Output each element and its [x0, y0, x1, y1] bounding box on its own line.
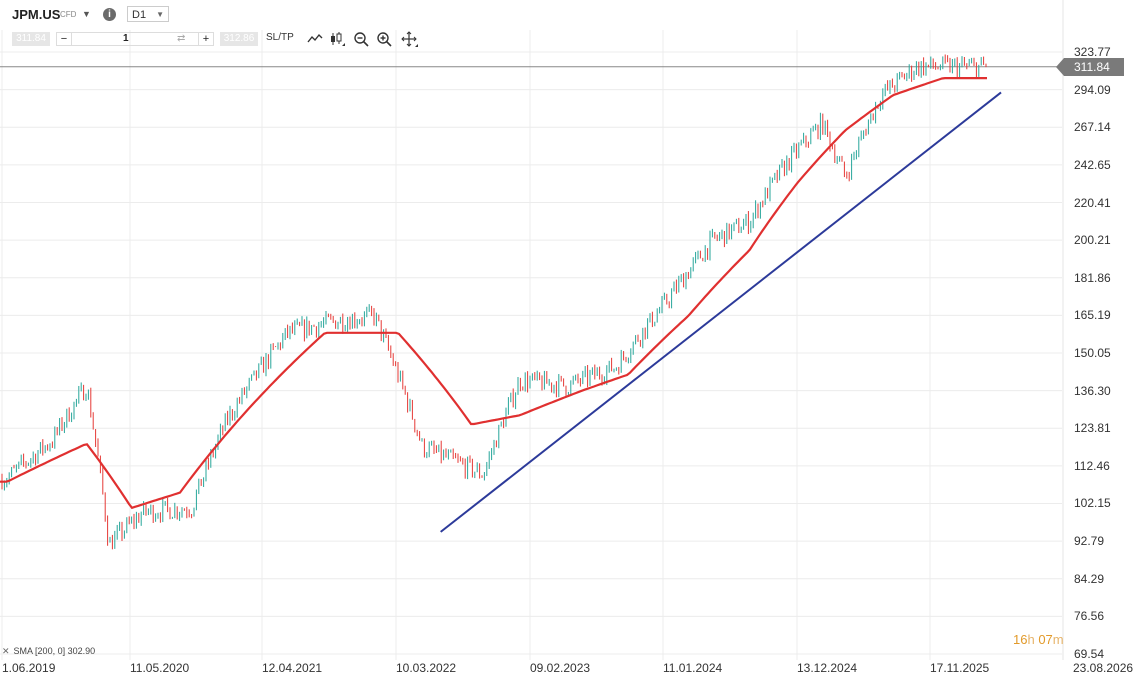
countdown-hours-unit: h	[1027, 632, 1035, 647]
symbol-dropdown-icon[interactable]: ▼	[82, 9, 91, 19]
price-tick-label: 102.15	[1074, 496, 1111, 511]
buy-price-button[interactable]: 312.86	[220, 32, 258, 46]
sltp-button[interactable]: SL/TP	[266, 32, 294, 43]
info-icon[interactable]: i	[103, 8, 116, 21]
sma-legend[interactable]: ✕ SMA [200, 0] 302.90	[2, 646, 95, 657]
swap-icon[interactable]: ⇄	[177, 33, 186, 44]
quantity-stepper[interactable]: − 1 ⇄ +	[56, 32, 214, 46]
countdown-hours: 16	[1013, 632, 1028, 647]
candles-layer	[1, 54, 987, 550]
price-tick-label: 123.81	[1074, 421, 1111, 436]
price-tick-label: 76.56	[1074, 609, 1105, 624]
minus-icon[interactable]: −	[57, 33, 72, 45]
close-icon[interactable]: ✕	[2, 646, 10, 656]
zoom-out-icon[interactable]	[352, 30, 370, 48]
sma-legend-label: SMA [200, 0] 302.90	[13, 646, 96, 656]
plus-icon[interactable]: +	[198, 33, 213, 45]
price-tick-label: 220.41	[1074, 195, 1111, 210]
price-tick-label: 92.79	[1074, 534, 1105, 549]
chart-grid	[0, 0, 1064, 660]
chevron-down-icon: ▼	[156, 10, 164, 19]
countdown-minutes-unit: m	[1052, 632, 1064, 647]
countdown-minutes: 07	[1038, 632, 1053, 647]
current-price-label: 311.84	[1056, 57, 1124, 76]
timeframe-value: D1	[132, 9, 147, 21]
price-tick-label: 181.86	[1074, 270, 1111, 285]
date-tick-label: 10.03.2022	[396, 661, 457, 675]
quantity-value[interactable]: 1	[123, 33, 129, 44]
price-tick-label: 294.09	[1074, 82, 1111, 97]
zoom-in-icon[interactable]	[375, 30, 393, 48]
price-tick-label: 267.14	[1074, 120, 1111, 135]
symbol-bar: JPM.US CFD ▼ i D1 ▼	[0, 0, 1060, 28]
instrument-type: CFD	[60, 10, 77, 19]
price-tick-label: 200.21	[1074, 233, 1111, 248]
crosshair-move-icon[interactable]	[400, 30, 418, 48]
trendline[interactable]	[440, 91, 1002, 533]
timeframe-select[interactable]: D1 ▼	[127, 6, 169, 22]
date-tick-label: 12.04.2021	[262, 661, 323, 675]
candle-countdown: 16h 07m	[1013, 632, 1064, 647]
price-tick-label: 112.46	[1074, 458, 1110, 473]
price-tick-label: 242.65	[1074, 157, 1111, 172]
price-axis[interactable]: 323.77 294.09 267.14 242.65 220.41 200.21 181.…	[1064, 0, 1135, 661]
date-tick-label: 13.12.2024	[797, 661, 858, 675]
sell-price-button[interactable]: 311.84	[12, 32, 50, 46]
date-axis[interactable]: 1.06.2019 11.05.2020 12.04.2021 10.03.2022 0…	[0, 660, 1135, 680]
sma-200-line	[0, 77, 987, 510]
date-tick-label: 1.06.2019	[2, 661, 56, 675]
price-tick-label: 136.30	[1074, 383, 1111, 398]
price-tick-label: 150.05	[1074, 345, 1111, 360]
price-tick-label: 69.54	[1074, 647, 1105, 661]
symbol-name[interactable]: JPM.US	[12, 7, 61, 22]
line-chart-icon[interactable]	[306, 30, 324, 48]
price-tick-label: 84.29	[1074, 571, 1105, 586]
date-tick-label: 23.08.2026	[1073, 661, 1134, 675]
price-tick-label: 323.77	[1074, 45, 1111, 59]
date-tick-label: 11.05.2020	[130, 661, 190, 675]
date-tick-label: 09.02.2023	[530, 661, 591, 675]
date-tick-label: 11.01.2024	[663, 661, 723, 675]
price-tick-label: 165.19	[1074, 308, 1111, 323]
date-tick-label: 17.11.2025	[930, 661, 990, 675]
candles-icon[interactable]	[328, 30, 346, 48]
order-toolbar: 311.84 − 1 ⇄ + 312.86 SL/TP	[0, 30, 430, 48]
